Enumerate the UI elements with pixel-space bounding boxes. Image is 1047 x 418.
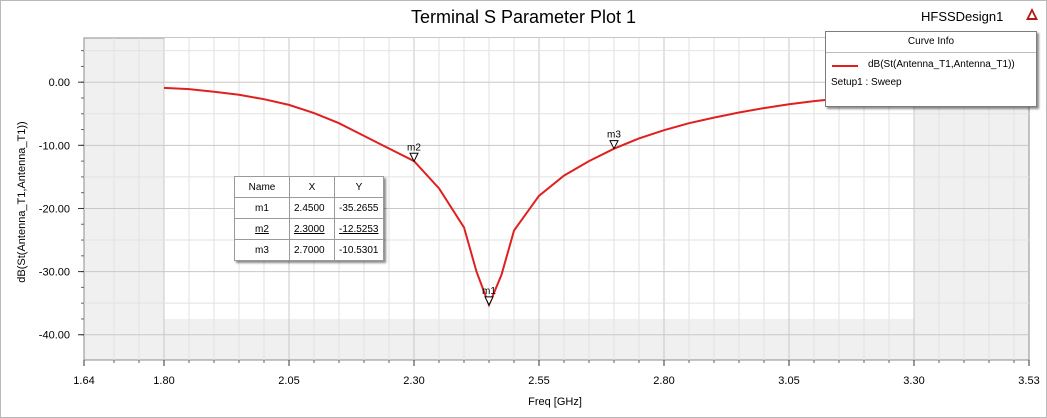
marker-label-m2: m2 — [407, 142, 421, 153]
marker-table[interactable]: Name X Y m1 2.4500 -35.2655 m2 2.3000 -1… — [234, 176, 384, 261]
design-name: HFSSDesign1 — [921, 9, 1004, 24]
legend-entry[interactable]: dB(St(Antenna_T1,Antenna_T1)) — [830, 59, 1034, 73]
x-tick-label: 3.53 — [1018, 375, 1039, 387]
y-tick-label: -40.00 — [39, 330, 70, 342]
tick-marks — [78, 50, 1030, 366]
marker-table-header: Name X Y — [234, 176, 384, 198]
marker-triangle-m2 — [409, 152, 419, 163]
legend-trace-name: dB(St(Antenna_T1,Antenna_T1)) — [868, 59, 1015, 70]
hfss-logo-icon — [1026, 8, 1038, 20]
legend-swatch — [832, 65, 858, 67]
marker-name: m1 — [234, 197, 290, 219]
legend-setup: Setup1 : Sweep — [831, 77, 902, 88]
legend-title: Curve Info — [826, 32, 1036, 53]
col-header-x: X — [289, 176, 335, 198]
marker-name: m2 — [234, 218, 290, 240]
y-tick-label: -30.00 — [39, 267, 70, 279]
series-line — [163, 86, 865, 308]
marker-x: 2.3000 — [289, 218, 335, 240]
table-row[interactable]: m2 2.3000 -12.5253 — [234, 218, 384, 240]
marker-y: -12.5253 — [334, 218, 384, 240]
y-tick-label: 0.00 — [49, 77, 70, 89]
x-tick-labels: 1.64 1.80 2.05 2.30 2.55 2.80 3.05 3.30 3.53 — [73, 375, 1039, 387]
x-tick-label: 2.30 — [403, 375, 424, 387]
marker-triangle-m3 — [609, 140, 619, 150]
x-tick-label: 2.55 — [528, 375, 549, 387]
y-tick-label: -20.00 — [39, 203, 70, 215]
x-tick-label: 1.80 — [153, 375, 174, 387]
marker-y: -10.5301 — [334, 239, 384, 261]
y-tick-label: -10.00 — [39, 140, 70, 152]
series-lines — [163, 86, 865, 308]
marker-x: 2.7000 — [289, 239, 335, 261]
marker-label-m1: m1 — [482, 286, 496, 297]
marker-y: -35.2655 — [334, 197, 384, 219]
col-header-name: Name — [234, 176, 290, 198]
y-tick-labels: 0.00 -10.00 -20.00 -30.00 -40.00 — [39, 77, 70, 342]
x-axis-title: Freq [GHz] — [528, 396, 582, 408]
marker-triangle-m1 — [484, 296, 494, 306]
col-header-y: Y — [334, 176, 384, 198]
marker-x: 2.4500 — [289, 197, 335, 219]
marker-label-m3: m3 — [607, 130, 621, 141]
x-tick-label: 3.05 — [778, 375, 799, 387]
marker-name: m3 — [234, 239, 290, 261]
y-axis-title: dB(St(Antenna_T1,Antenna_T1)) — [16, 121, 28, 283]
x-tick-label: 3.30 — [903, 375, 924, 387]
table-row[interactable]: m3 2.7000 -10.5301 — [234, 239, 384, 261]
table-row[interactable]: m1 2.4500 -35.2655 — [234, 197, 384, 219]
x-tick-label: 2.05 — [278, 375, 299, 387]
plot-title: Terminal S Parameter Plot 1 — [410, 7, 637, 27]
x-tick-label: 1.64 — [73, 375, 94, 387]
marker-group[interactable]: m1 m2 m3 — [407, 130, 621, 306]
curve-info-legend[interactable]: Curve Info dB(St(Antenna_T1,Antenna_T1))… — [825, 31, 1037, 107]
x-tick-label: 2.80 — [653, 375, 674, 387]
